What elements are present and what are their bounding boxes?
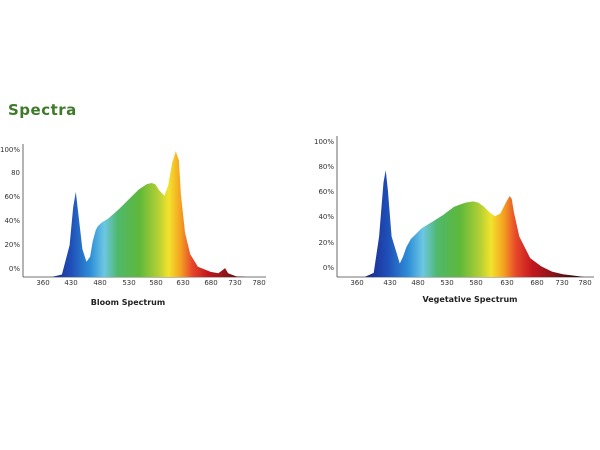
bloom-chart-title: Bloom Spectrum (91, 298, 165, 307)
bloom-x-tick-label: 480 (93, 279, 106, 287)
bloom-x-tick-label: 780 (252, 279, 265, 287)
bloom-x-tick-label: 630 (176, 279, 189, 287)
bloom-y-tick-label: 20% (4, 241, 20, 249)
bloom-x-tick-label: 730 (228, 279, 241, 287)
vegetative-y-tick-label: 80% (318, 163, 334, 171)
bloom-x-tick-label: 360 (36, 279, 49, 287)
vegetative-spectrum-area (345, 170, 585, 277)
vegetative-y-tick-label: 60% (318, 188, 334, 196)
vegetative-x-tick-label: 580 (469, 279, 482, 287)
bloom-x-tick-label: 530 (122, 279, 135, 287)
bloom-x-tick-label: 430 (64, 279, 77, 287)
bloom-y-tick-label: 100% (0, 146, 20, 154)
page-title: Spectra (8, 101, 77, 119)
vegetative-y-tick-label: 0% (323, 264, 334, 272)
bloom-x-tick-label: 680 (204, 279, 217, 287)
vegetative-y-tick-label: 20% (318, 239, 334, 247)
bloom-x-tick-label: 580 (149, 279, 162, 287)
vegetative-x-tick-label: 680 (530, 279, 543, 287)
bloom-y-tick-label: 80 (11, 169, 20, 177)
bloom-spectrum-area (31, 151, 247, 277)
vegetative-x-tick-label: 730 (555, 279, 568, 287)
vegetative-y-tick-label: 100% (314, 138, 334, 146)
vegetative-y-tick-label: 40% (318, 213, 334, 221)
vegetative-x-tick-label: 360 (350, 279, 363, 287)
bloom-y-tick-label: 60% (4, 193, 20, 201)
bloom-y-tick-label: 40% (4, 217, 20, 225)
vegetative-x-tick-label: 630 (500, 279, 513, 287)
vegetative-x-tick-label: 780 (578, 279, 591, 287)
vegetative-chart-title: Vegetative Spectrum (422, 295, 517, 304)
vegetative-x-tick-label: 480 (411, 279, 424, 287)
bloom-y-tick-label: 0% (9, 265, 20, 273)
vegetative-x-tick-label: 430 (383, 279, 396, 287)
vegetative-x-tick-label: 530 (440, 279, 453, 287)
